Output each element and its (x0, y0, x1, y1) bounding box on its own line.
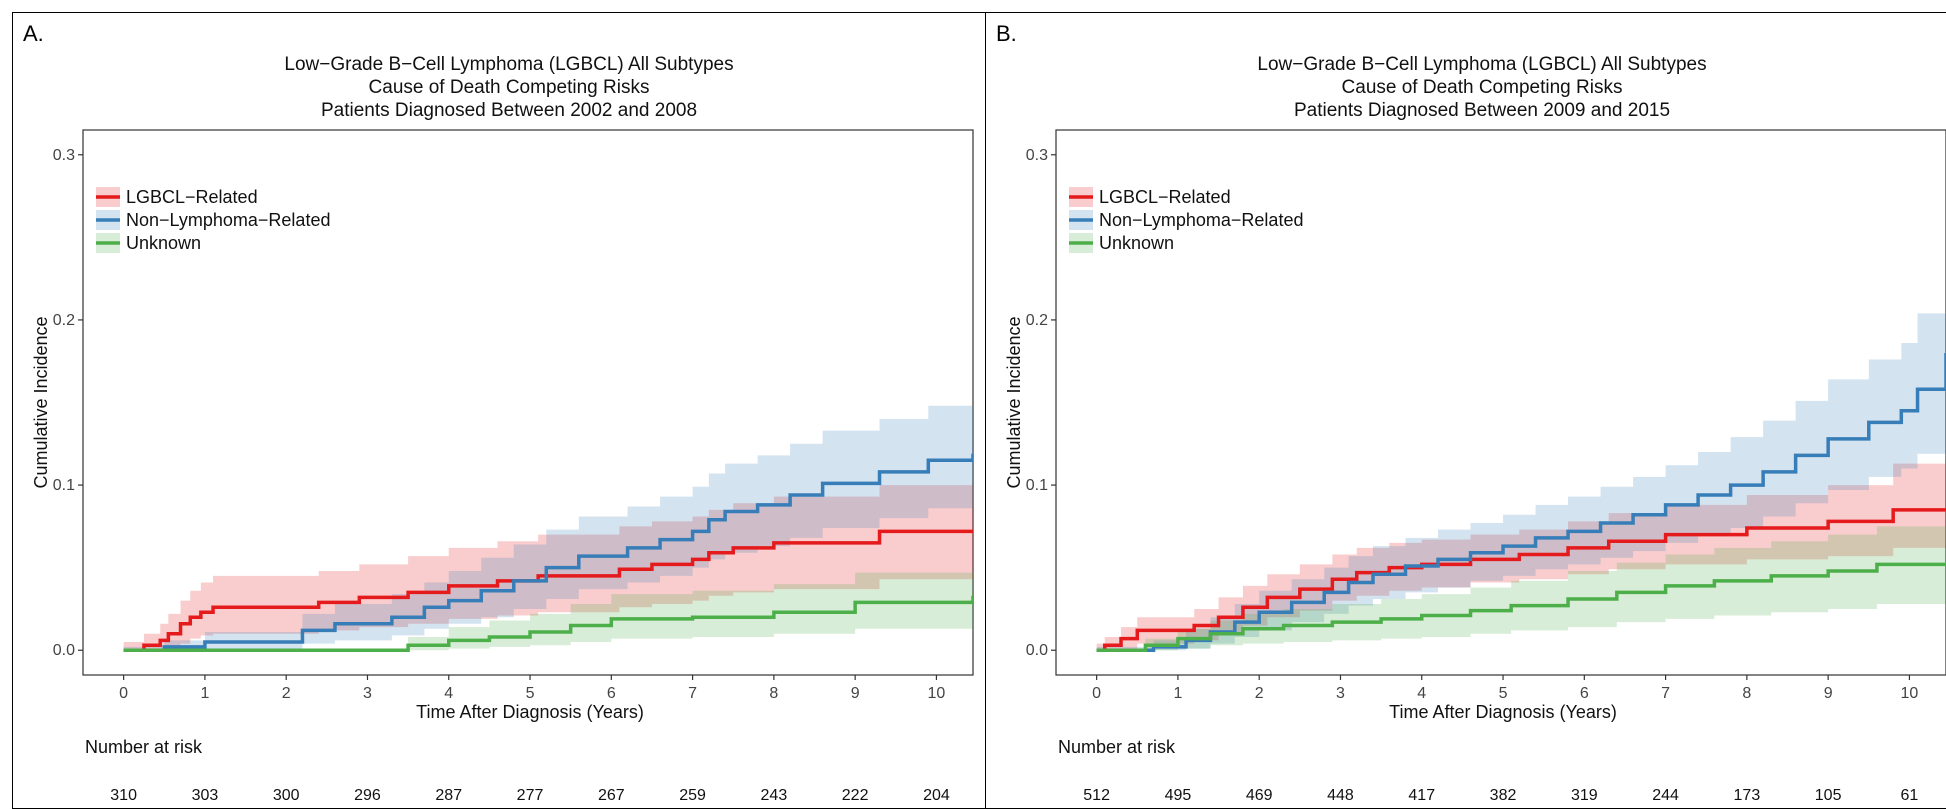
y-tick-label: 0.3 (1026, 147, 1048, 164)
risk-count: 173 (1734, 787, 1761, 804)
ci-band-unknown (1096, 523, 1946, 651)
x-tick-label: 6 (1580, 685, 1589, 702)
chart-b: B. Low−Grade B−Cell Lymphoma (LGBCL) All … (996, 21, 1946, 804)
risk-count: 277 (517, 787, 544, 804)
risk-count: 319 (1571, 787, 1598, 804)
risk-count: 417 (1408, 787, 1435, 804)
risk-count: 204 (923, 787, 950, 804)
x-tick-label: 0 (119, 685, 128, 702)
chart-title-line: Low−Grade B−Cell Lymphoma (LGBCL) All Su… (1257, 54, 1706, 75)
plot-area (1055, 129, 1946, 676)
risk-count: 222 (842, 787, 869, 804)
y-axis-label: Cumulative Incidence (1004, 316, 1024, 488)
x-tick-label: 0 (1092, 685, 1101, 702)
panel-a: A. Low−Grade B−Cell Lymphoma (LGBCL) All … (12, 12, 986, 809)
chart-title-line: Cause of Death Competing Risks (1342, 77, 1623, 98)
risk-table-title: Number at risk (85, 737, 203, 757)
x-tick-label: 7 (688, 685, 697, 702)
panel-label: B. (996, 21, 1017, 46)
x-tick-label: 2 (1255, 685, 1264, 702)
x-tick-label: 4 (1417, 685, 1426, 702)
risk-count: 495 (1165, 787, 1192, 804)
y-tick-label: 0.2 (53, 312, 75, 329)
chart-title-line: Patients Diagnosed Between 2002 and 2008 (321, 100, 697, 121)
x-tick-label: 8 (1742, 685, 1751, 702)
risk-count: 105 (1815, 787, 1842, 804)
x-tick-label: 5 (526, 685, 535, 702)
chart-a: A. Low−Grade B−Cell Lymphoma (LGBCL) All … (23, 21, 974, 804)
risk-count: 244 (1652, 787, 1679, 804)
risk-count: 287 (435, 787, 462, 804)
risk-table-title: Number at risk (1058, 737, 1176, 757)
legend-label: Non−Lymphoma−Related (126, 210, 330, 230)
data-layer (123, 390, 973, 652)
legend-label: Non−Lymphoma−Related (1099, 210, 1303, 230)
legend-label: LGBCL−Related (126, 187, 258, 207)
data-layer (1096, 260, 1946, 652)
x-tick-label: 10 (1901, 685, 1919, 702)
ci-band-nonlymph (1096, 260, 1946, 651)
risk-count: 448 (1327, 787, 1354, 804)
x-tick-label: 6 (607, 685, 616, 702)
legend-label: LGBCL−Related (1099, 187, 1231, 207)
plot-area (82, 129, 974, 676)
panel-label: A. (23, 21, 44, 46)
risk-count: 512 (1083, 787, 1110, 804)
series-line-lgbcl (123, 529, 973, 652)
x-tick-label: 10 (928, 685, 946, 702)
y-tick-label: 0.3 (53, 147, 75, 164)
y-tick-label: 0.1 (53, 477, 75, 494)
risk-count: 469 (1246, 787, 1273, 804)
risk-count: 382 (1490, 787, 1517, 804)
legend-label: Unknown (1099, 233, 1174, 253)
x-tick-label: 2 (282, 685, 291, 702)
series-line-unknown (1096, 562, 1946, 652)
y-tick-label: 0.0 (1026, 642, 1048, 659)
series-line-nonlymph (123, 453, 973, 652)
x-axis-label: Time After Diagnosis (Years) (416, 702, 644, 722)
y-tick-label: 0.2 (1026, 312, 1048, 329)
y-axis-label: Cumulative Incidence (31, 316, 51, 488)
x-tick-label: 9 (851, 685, 860, 702)
chart-title-line: Low−Grade B−Cell Lymphoma (LGBCL) All Su… (284, 54, 733, 75)
risk-count: 310 (110, 787, 137, 804)
x-tick-label: 1 (200, 685, 209, 702)
series-line-nonlymph (1096, 352, 1946, 652)
x-tick-label: 7 (1661, 685, 1670, 702)
x-tick-label: 3 (1336, 685, 1345, 702)
ci-band-nonlymph (123, 390, 973, 651)
risk-count: 61 (1901, 787, 1919, 804)
x-axis-label: Time After Diagnosis (Years) (1389, 702, 1617, 722)
x-tick-label: 1 (1173, 685, 1182, 702)
chart-title-line: Patients Diagnosed Between 2009 and 2015 (1294, 100, 1670, 121)
risk-count: 296 (354, 787, 381, 804)
x-tick-label: 9 (1824, 685, 1833, 702)
ci-band-unknown (123, 562, 973, 651)
x-tick-label: 5 (1499, 685, 1508, 702)
y-tick-label: 0.1 (1026, 477, 1048, 494)
x-tick-label: 4 (444, 685, 453, 702)
risk-count: 300 (273, 787, 300, 804)
series-line-unknown (123, 595, 973, 652)
chart-title-line: Cause of Death Competing Risks (369, 77, 650, 98)
y-tick-label: 0.0 (53, 642, 75, 659)
panel-b: B. Low−Grade B−Cell Lymphoma (LGBCL) All … (985, 12, 1946, 809)
risk-count: 243 (761, 787, 788, 804)
risk-count: 259 (679, 787, 706, 804)
x-tick-label: 8 (769, 685, 778, 702)
risk-count: 303 (192, 787, 219, 804)
risk-count: 267 (598, 787, 625, 804)
x-tick-label: 3 (363, 685, 372, 702)
legend-label: Unknown (126, 233, 201, 253)
